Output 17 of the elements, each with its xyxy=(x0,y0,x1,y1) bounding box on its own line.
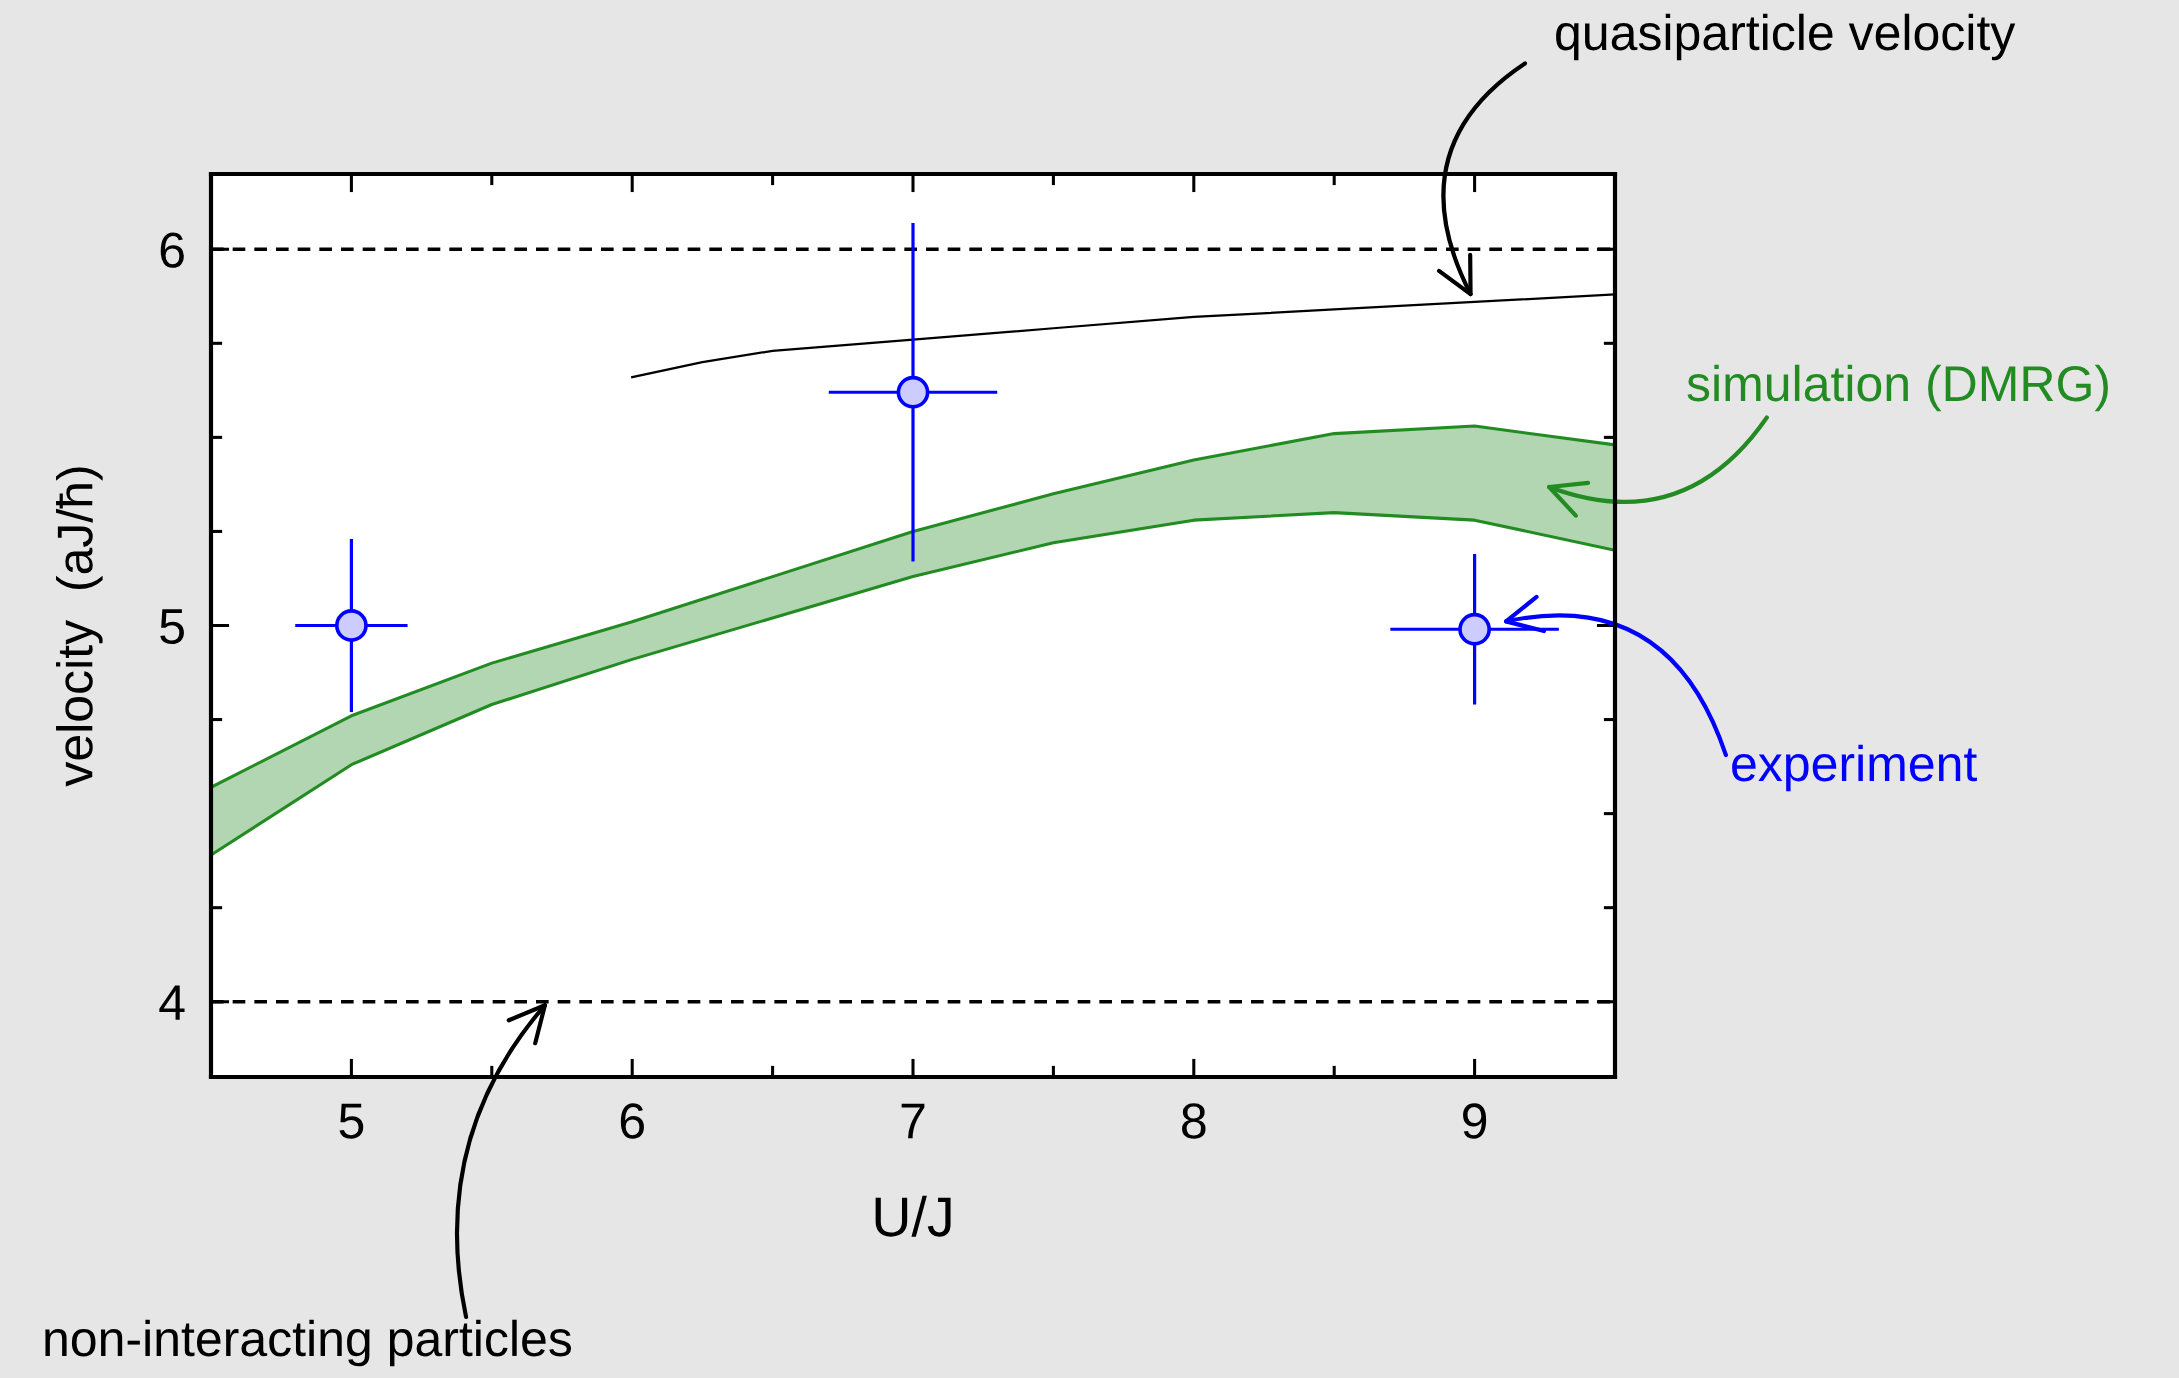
legend-label: simulation (DMRG) xyxy=(1687,364,2108,412)
y-axis-title: velocity (aJ/ħ) xyxy=(56,467,103,787)
x-tick-label: 5 xyxy=(339,1103,364,1139)
annotation: non-interacting particles xyxy=(45,1319,572,1367)
y-tick-label: 6 xyxy=(160,232,184,268)
text: experiment xyxy=(1732,744,1977,792)
x-tick-label: 6 xyxy=(620,1103,644,1139)
x-tick-label: 7 xyxy=(901,1103,925,1139)
x-axis-title: U/J xyxy=(875,1195,951,1237)
point xyxy=(1458,612,1491,646)
text: quasiparticle velocity xyxy=(1556,13,2016,61)
x-tick-label: 9 xyxy=(1463,1103,1487,1139)
y-tick-label: 5 xyxy=(160,609,184,645)
point xyxy=(896,375,930,409)
y-tick-label: 4 xyxy=(159,985,185,1020)
x-tick-label: 8 xyxy=(1182,1103,1206,1139)
point xyxy=(335,609,368,642)
